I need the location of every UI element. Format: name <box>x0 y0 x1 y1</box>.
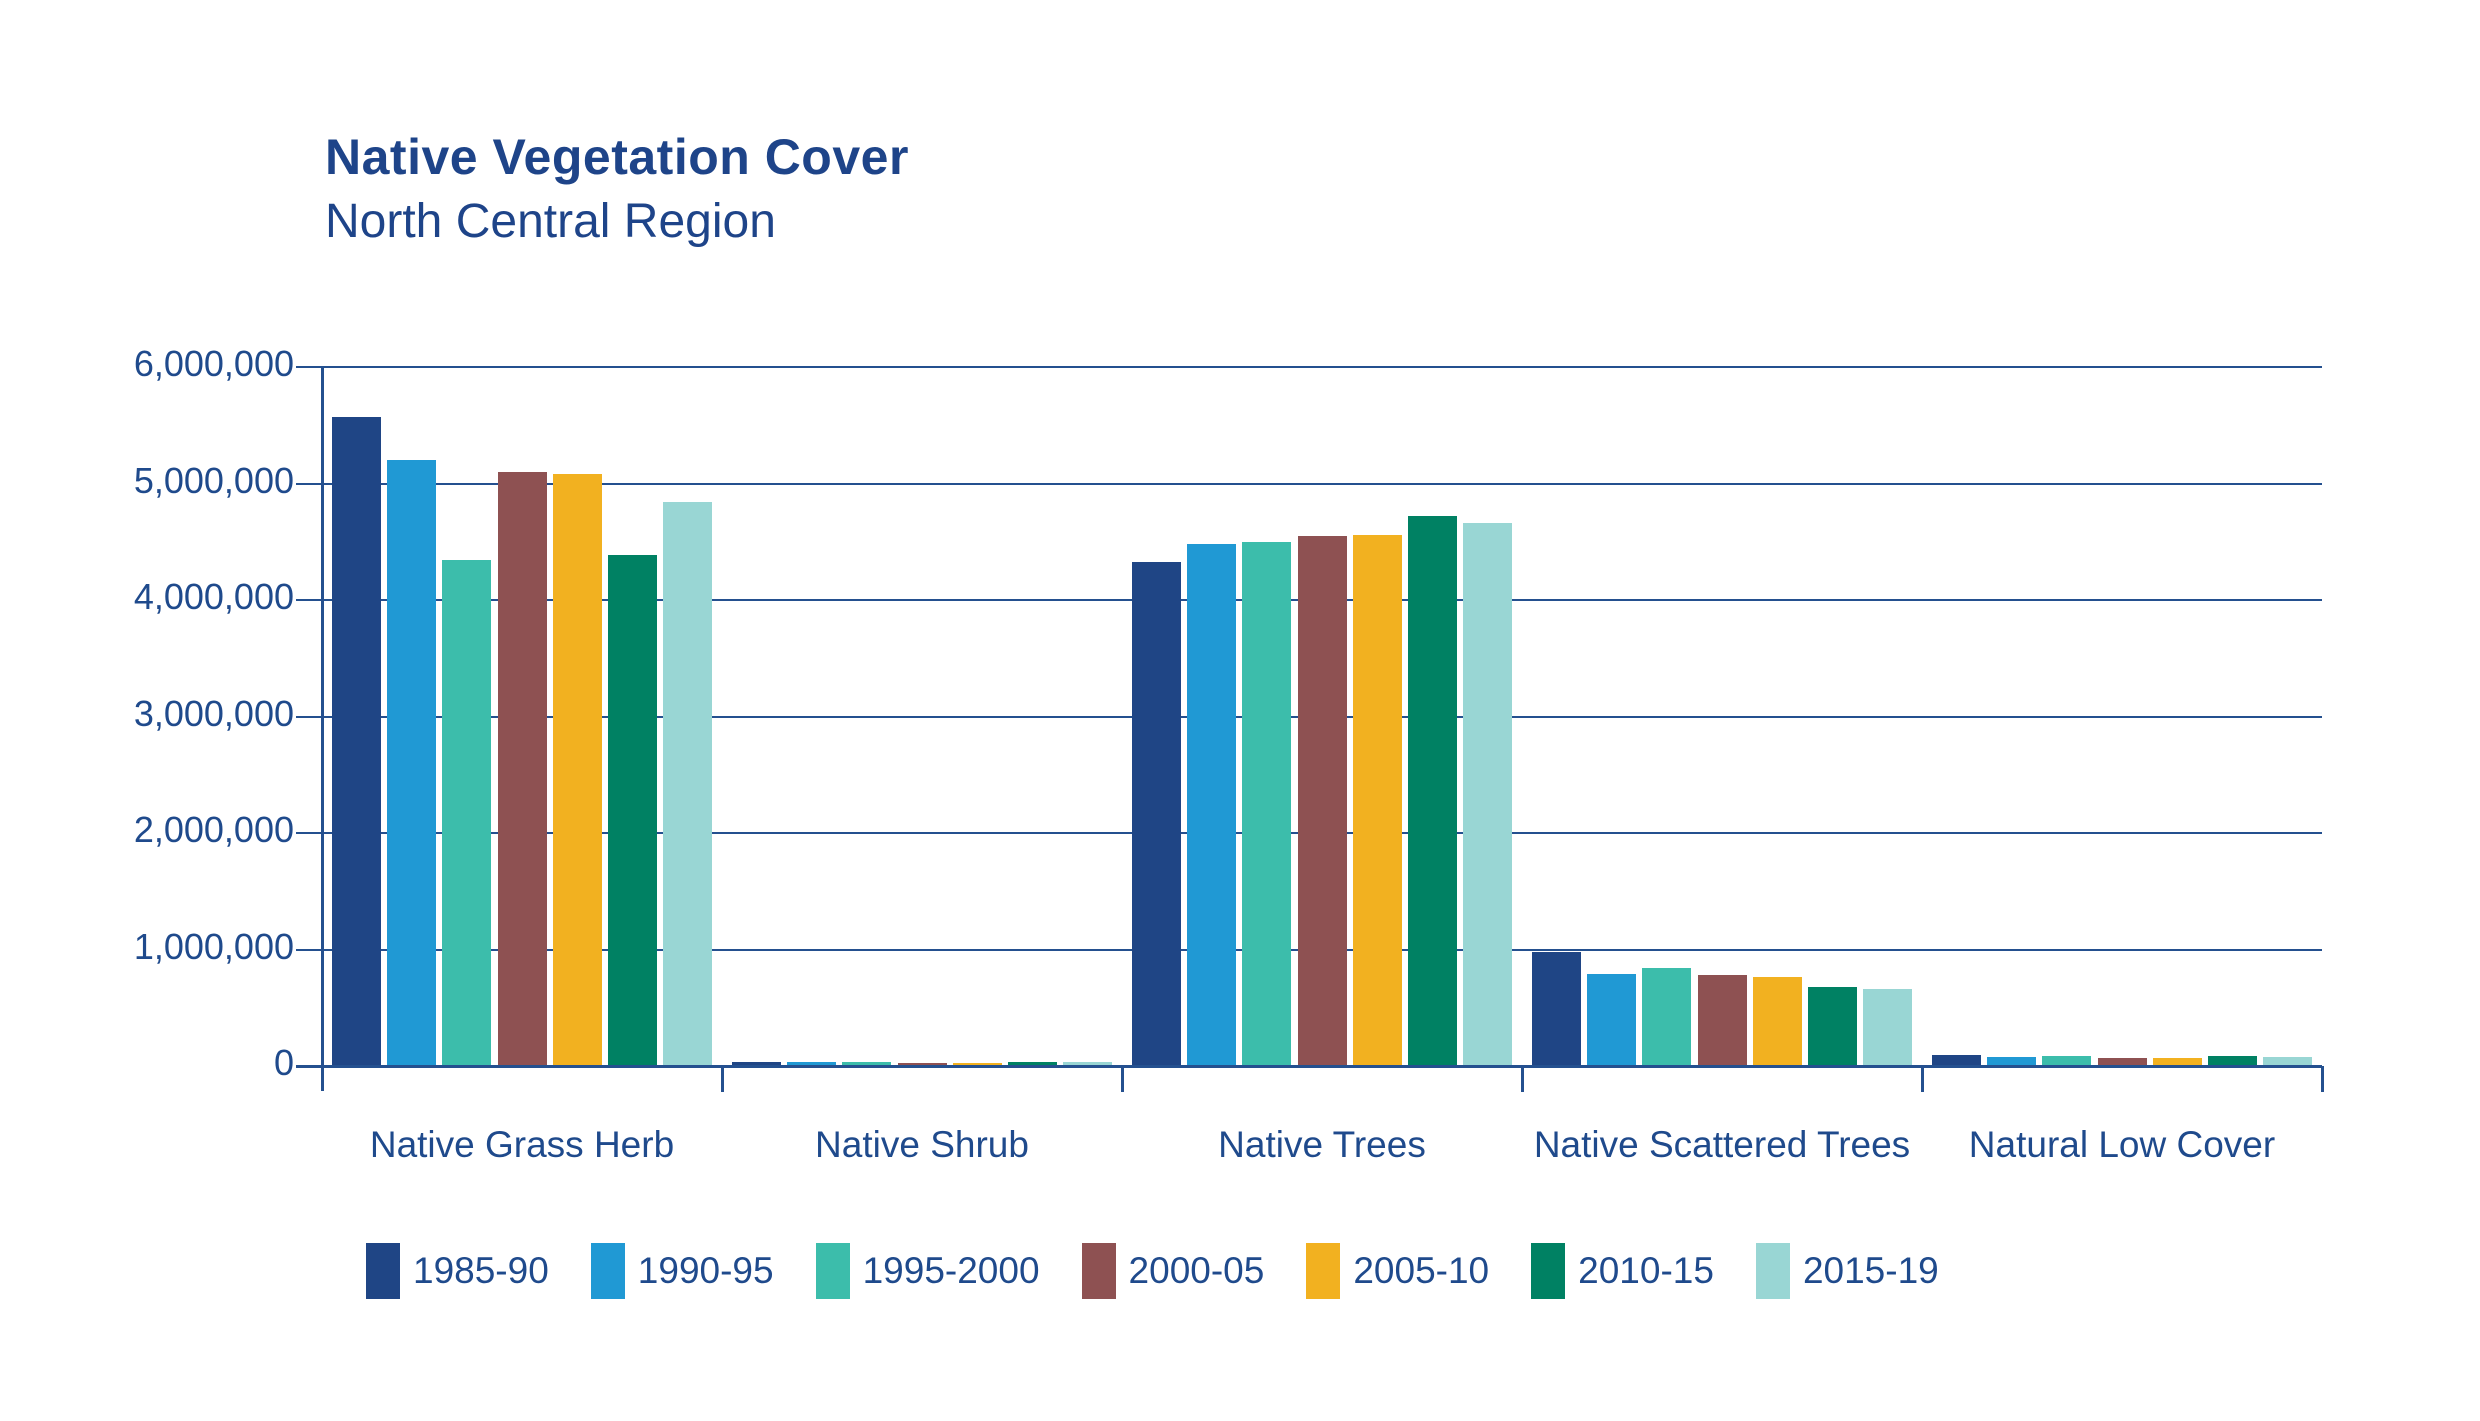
bar <box>1352 535 1402 1066</box>
y-tick-label: 5,000,000 <box>133 459 294 501</box>
bar <box>386 460 436 1066</box>
bar <box>897 1063 947 1066</box>
bar <box>2152 1058 2202 1066</box>
y-tick-label: 2,000,000 <box>133 809 294 850</box>
x-axis-tick <box>1121 1066 1124 1092</box>
bar <box>1463 523 1513 1066</box>
category-label: Natural Low Cover <box>1968 1124 2276 1165</box>
y-tick-label: 6,000,000 <box>133 343 294 384</box>
bar <box>1986 1057 2036 1066</box>
legend-swatch <box>1306 1243 1341 1299</box>
legend-swatch <box>1531 1243 1566 1299</box>
x-axis-tick <box>721 1066 724 1092</box>
bar <box>2042 1056 2092 1066</box>
legend-item: 1990-95 <box>590 1243 774 1299</box>
legend-item: 2010-15 <box>1531 1243 1714 1299</box>
chart-subtitle: North Central Region <box>325 195 776 248</box>
category-label: Native Scattered Trees <box>1533 1124 1911 1165</box>
legend-label: 2015-19 <box>1802 1250 1939 1291</box>
legend-label: 2005-10 <box>1353 1250 1490 1291</box>
bar <box>331 417 381 1066</box>
bar <box>786 1062 836 1066</box>
gridline <box>296 482 2322 485</box>
legend-label: 1985-90 <box>413 1250 549 1291</box>
bar <box>552 474 602 1066</box>
legend-swatch <box>590 1243 625 1299</box>
bar <box>2263 1057 2313 1066</box>
category-label: Native Shrub <box>815 1124 1029 1165</box>
bar <box>663 502 713 1066</box>
legend-label: 1990-95 <box>637 1250 774 1291</box>
bar <box>1063 1062 1113 1066</box>
bar <box>1297 536 1347 1066</box>
x-axis-tick <box>2321 1066 2324 1092</box>
y-tick-label: 0 <box>273 1042 294 1083</box>
bar <box>1931 1055 1981 1066</box>
x-axis-line <box>296 1065 2322 1068</box>
bar <box>1242 542 1292 1066</box>
legend-label: 2010-15 <box>1578 1250 1714 1291</box>
legend-item: 2005-10 <box>1306 1243 1489 1299</box>
category-label: Native Grass Herb <box>369 1124 675 1165</box>
bar <box>1586 974 1636 1066</box>
y-tick-label: 1,000,000 <box>133 925 294 967</box>
legend-label: 1995-2000 <box>862 1250 1040 1291</box>
bar <box>1186 544 1236 1066</box>
category-label: Native Trees <box>1218 1124 1426 1165</box>
legend-item: 1985-90 <box>366 1243 549 1299</box>
bar <box>1131 562 1181 1066</box>
legend-swatch <box>1755 1243 1790 1299</box>
legend-swatch <box>1081 1243 1116 1299</box>
bar <box>2097 1058 2147 1066</box>
legend-item: 2015-19 <box>1755 1243 1939 1299</box>
bar <box>952 1063 1002 1066</box>
bar <box>1697 975 1747 1066</box>
bar <box>442 560 492 1066</box>
chart-title: Native Vegetation Cover <box>325 129 909 185</box>
y-tick-label: 3,000,000 <box>133 692 294 734</box>
bar <box>731 1062 781 1066</box>
bar <box>842 1062 892 1066</box>
bar <box>1008 1062 1058 1066</box>
bar <box>1752 977 1802 1066</box>
bar <box>497 472 547 1066</box>
bar <box>1808 987 1858 1066</box>
bar <box>2208 1056 2258 1066</box>
legend-swatch <box>366 1243 400 1299</box>
x-axis-tick <box>1521 1066 1524 1092</box>
bar <box>1863 989 1913 1066</box>
legend-item: 2000-05 <box>1081 1243 1265 1299</box>
y-tick-label: 4,000,000 <box>133 576 294 617</box>
gridline <box>296 366 2322 368</box>
legend: 1985-90 1990-95 1995-2000 2000-05 2005-10 201… <box>366 1243 1939 1299</box>
y-axis-line <box>321 366 324 1091</box>
bar <box>1642 968 1692 1066</box>
legend-item: 1995-2000 <box>815 1243 1040 1299</box>
bar <box>1408 516 1458 1066</box>
legend-swatch <box>815 1243 850 1299</box>
bar <box>608 555 658 1066</box>
x-axis-tick <box>1921 1066 1924 1092</box>
bar <box>1531 952 1581 1066</box>
legend-label: 2000-05 <box>1128 1250 1265 1291</box>
